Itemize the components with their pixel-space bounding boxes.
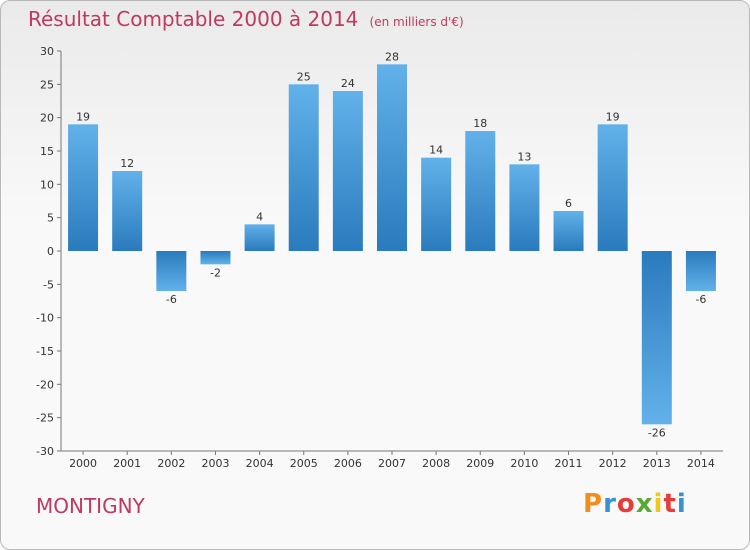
data-label: 14 (429, 144, 443, 157)
x-tick-label: 2005 (290, 457, 318, 470)
bar (377, 64, 407, 251)
logo-letter: o (616, 489, 636, 519)
data-label: 12 (120, 157, 134, 170)
bar (200, 251, 231, 265)
data-label: 4 (256, 210, 263, 223)
chart-title: Résultat Comptable 2000 à 2014 (en milli… (28, 7, 464, 31)
bar (465, 131, 496, 251)
logo-letter: P (583, 489, 604, 519)
location-name: MONTIGNY (36, 494, 145, 518)
data-label: -2 (210, 266, 221, 279)
bar (288, 84, 319, 251)
bar (244, 224, 275, 251)
y-tick-label: 10 (40, 178, 54, 191)
x-tick-label: 2002 (157, 457, 185, 470)
x-tick-label: 2003 (201, 457, 229, 470)
bar (156, 251, 187, 291)
data-label: 25 (297, 70, 311, 83)
x-tick-label: 2001 (113, 457, 141, 470)
x-tick-label: 2013 (643, 457, 671, 470)
bar (685, 251, 716, 291)
y-tick-label: 5 (47, 212, 54, 225)
data-label: 28 (385, 50, 399, 63)
y-tick-label: -30 (36, 445, 54, 458)
y-tick-label: 15 (40, 145, 54, 158)
x-tick-label: 2006 (334, 457, 362, 470)
bar (509, 164, 540, 251)
data-label: -6 (695, 293, 706, 306)
chart-unit: (en milliers d'€) (369, 15, 464, 29)
y-tick-label: -20 (36, 378, 54, 391)
y-tick-label: -25 (36, 412, 54, 425)
logo-letter: r (603, 489, 617, 519)
chart-title-text: Résultat Comptable 2000 à 2014 (28, 7, 359, 31)
y-tick-label: -10 (36, 312, 54, 325)
bar (68, 124, 99, 251)
x-tick-label: 2009 (466, 457, 494, 470)
y-tick-label: -15 (36, 345, 54, 358)
data-label: 19 (606, 110, 620, 123)
y-tick-label: 0 (47, 245, 54, 258)
x-tick-label: 2011 (555, 457, 583, 470)
x-tick-label: 2012 (599, 457, 627, 470)
logo-letter: i (676, 489, 687, 519)
y-tick-label: 25 (40, 78, 54, 91)
x-tick-label: 2008 (422, 457, 450, 470)
data-label: -26 (648, 426, 666, 439)
bar (641, 251, 672, 425)
x-tick-label: 2007 (378, 457, 406, 470)
bar (421, 157, 452, 251)
x-tick-label: 2010 (510, 457, 538, 470)
bar (597, 124, 628, 251)
data-label: 6 (565, 197, 572, 210)
logo-letter: x (635, 489, 654, 519)
data-label: 18 (473, 117, 487, 130)
bar (553, 211, 584, 251)
data-label: 19 (76, 110, 90, 123)
data-label: 24 (341, 77, 355, 90)
y-tick-label: -5 (43, 278, 54, 291)
logo-letter: t (663, 489, 677, 519)
x-tick-label: 2000 (69, 457, 97, 470)
data-label: 13 (517, 150, 531, 163)
data-label: -6 (166, 293, 177, 306)
x-tick-label: 2014 (687, 457, 715, 470)
proxiti-logo: Proxiti (583, 489, 687, 519)
bar (112, 171, 143, 251)
y-tick-label: 30 (40, 45, 54, 58)
bar (332, 91, 363, 251)
y-tick-label: 20 (40, 112, 54, 125)
x-tick-label: 2004 (246, 457, 274, 470)
logo-letter: i (653, 489, 664, 519)
